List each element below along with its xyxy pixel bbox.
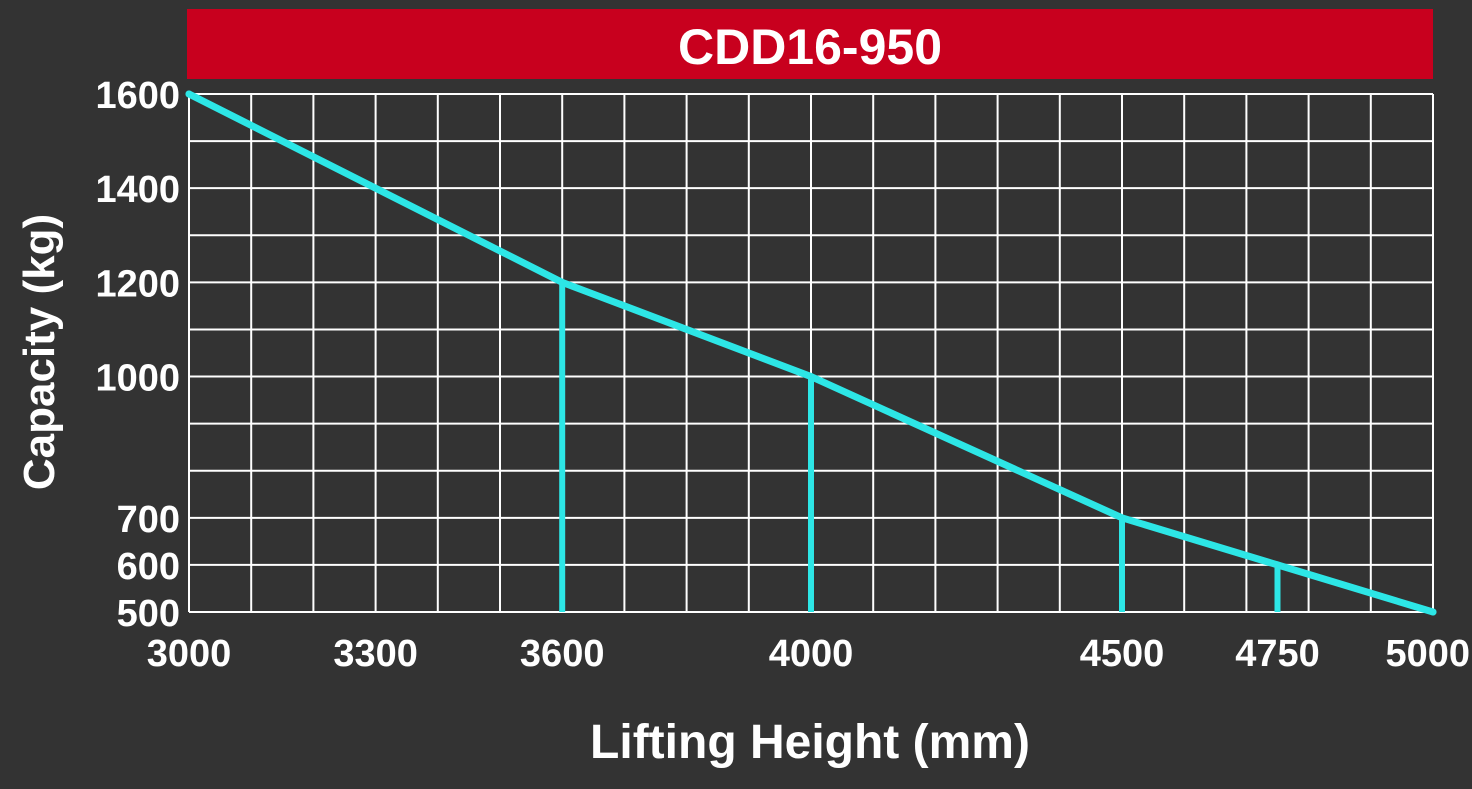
y-tick-label: 1400 bbox=[95, 169, 180, 211]
x-tick-labels: 3000 3300 3600 4000 4500 4750 5000 bbox=[147, 633, 1470, 675]
y-tick-label: 1200 bbox=[95, 263, 180, 305]
data-point bbox=[807, 373, 815, 381]
y-tick-label: 1000 bbox=[95, 358, 180, 400]
x-tick-label: 4750 bbox=[1235, 633, 1320, 675]
data-point bbox=[558, 278, 566, 286]
series-layer bbox=[185, 90, 1437, 616]
y-tick-label: 500 bbox=[117, 593, 180, 635]
x-axis-label: Lifting Height (mm) bbox=[590, 716, 1030, 769]
y-tick-label: 600 bbox=[117, 546, 180, 588]
capacity-series-line bbox=[185, 90, 1437, 616]
x-tick-label: 3600 bbox=[520, 633, 605, 675]
x-tick-label: 3300 bbox=[333, 633, 418, 675]
title-band bbox=[187, 9, 1433, 79]
chart-title: CDD16-950 bbox=[678, 19, 942, 75]
data-point bbox=[1274, 561, 1281, 569]
y-tick-label: 1600 bbox=[95, 75, 180, 117]
data-point bbox=[1429, 608, 1437, 616]
y-axis-label: Capacity (kg) bbox=[15, 214, 64, 490]
y-tick-labels: 500 600 700 1000 1200 1400 1600 bbox=[95, 75, 180, 635]
drop-lines bbox=[559, 282, 1281, 612]
x-tick-label: 5000 bbox=[1385, 633, 1470, 675]
y-tick-label: 700 bbox=[117, 499, 180, 541]
x-tick-label: 3000 bbox=[147, 633, 232, 675]
x-tick-label: 4000 bbox=[769, 633, 854, 675]
data-point bbox=[1118, 514, 1126, 522]
x-tick-label: 4500 bbox=[1080, 633, 1165, 675]
data-point bbox=[185, 90, 193, 98]
